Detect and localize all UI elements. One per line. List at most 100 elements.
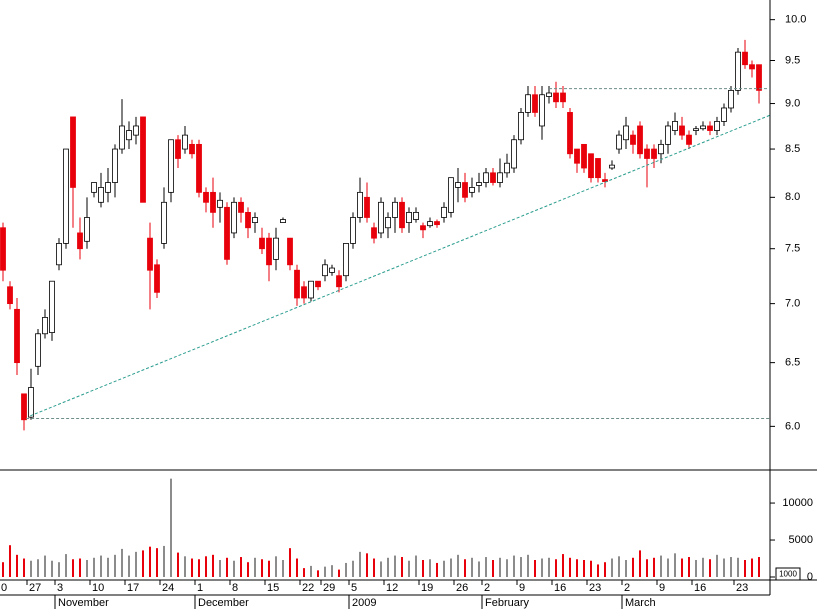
candle-body xyxy=(679,125,685,136)
volume-bar xyxy=(471,557,473,577)
candle-body xyxy=(490,172,496,183)
x-tick-label: 10 xyxy=(92,582,104,594)
candle-body xyxy=(392,201,398,218)
volume-bar xyxy=(478,561,480,577)
candle-body xyxy=(504,162,510,174)
volume-bar xyxy=(562,554,564,577)
volume-bar xyxy=(401,557,403,577)
candle-body xyxy=(42,317,48,335)
candle-body xyxy=(658,143,664,155)
volume-bar xyxy=(394,555,396,577)
volume-bar xyxy=(408,560,410,577)
volume-bar xyxy=(9,545,11,577)
candle-body xyxy=(560,92,566,103)
candle-body xyxy=(364,196,370,218)
candle-body xyxy=(308,280,314,299)
month-label: November xyxy=(58,597,109,609)
volume-bar xyxy=(352,560,354,577)
volume-bar xyxy=(212,554,214,577)
volume-bar xyxy=(492,559,494,577)
x-tick-label: 2 xyxy=(484,582,490,594)
y-tick-label: 9.0 xyxy=(785,97,800,109)
volume-bar xyxy=(730,557,732,577)
volume-bar xyxy=(58,562,60,577)
x-tick-label: 16 xyxy=(554,582,566,594)
volume-bar xyxy=(331,565,333,577)
volume-bar xyxy=(240,557,242,577)
candle-body xyxy=(441,206,447,218)
volume-bar xyxy=(373,558,375,577)
volume-bar xyxy=(506,559,508,577)
volume-bar xyxy=(576,559,578,577)
volume-bar xyxy=(499,557,501,577)
volume-scale-label: 1000 xyxy=(779,570,797,579)
volume-bar xyxy=(695,559,697,577)
volume-bar xyxy=(709,559,711,577)
volume-bar xyxy=(86,559,88,577)
candle-body xyxy=(273,237,279,260)
x-tick-label: 23 xyxy=(589,582,601,594)
candle-body xyxy=(413,211,419,220)
candle-body xyxy=(385,217,391,229)
volume-bar xyxy=(681,558,683,577)
x-tick-label: 9 xyxy=(519,582,525,594)
x-tick-label: 0 xyxy=(1,582,7,594)
volume-bar xyxy=(583,559,585,577)
y-tick-label: 7.0 xyxy=(785,298,800,310)
volume-bar xyxy=(639,550,641,577)
volume-bar xyxy=(317,570,319,577)
volume-bar xyxy=(261,559,263,577)
volume-bar xyxy=(226,557,228,577)
volume-bar xyxy=(450,558,452,577)
candle-body xyxy=(56,243,62,266)
volume-bar xyxy=(142,550,144,577)
volume-bar xyxy=(177,552,179,577)
candle-body xyxy=(98,187,104,203)
candle-body xyxy=(749,64,755,70)
candle-body xyxy=(315,280,321,288)
candle-body xyxy=(147,237,153,271)
candle-body xyxy=(119,125,125,150)
volume-bar xyxy=(107,557,109,577)
y2-tick-label: 0 xyxy=(807,571,813,583)
candle-body xyxy=(63,148,69,244)
candle-body xyxy=(70,116,76,188)
volume-bar xyxy=(415,555,417,577)
candle-body xyxy=(623,125,629,141)
x-tick-label: 15 xyxy=(267,582,279,594)
month-label: 2009 xyxy=(352,597,376,609)
volume-bar xyxy=(198,559,200,577)
trend-line xyxy=(30,114,770,417)
volume-bar xyxy=(303,568,305,577)
volume-bar xyxy=(513,555,515,577)
candle-body xyxy=(434,221,440,226)
candle-body xyxy=(602,179,608,182)
candle-body xyxy=(742,51,748,66)
volume-bar xyxy=(429,559,431,577)
candle-body xyxy=(497,172,503,183)
candle-body xyxy=(651,148,657,159)
volume-bar xyxy=(569,557,571,577)
volume-bar xyxy=(520,557,522,577)
x-tick-label: 16 xyxy=(694,582,706,594)
volume-bar xyxy=(716,554,718,577)
volume-bar xyxy=(51,560,53,577)
candle-body xyxy=(721,107,727,122)
volume-bar xyxy=(296,558,298,577)
volume-bar xyxy=(653,557,655,577)
x-tick-label: 12 xyxy=(386,582,398,594)
candle-body xyxy=(175,139,181,159)
y-tick-label: 6.5 xyxy=(785,357,800,369)
volume-bar xyxy=(30,560,32,577)
candle-body xyxy=(245,211,251,229)
y2-tick-label: 10000 xyxy=(782,497,813,509)
candle-body xyxy=(357,191,363,218)
candle-body xyxy=(427,221,433,227)
candle-body xyxy=(525,94,531,113)
candle-body xyxy=(707,125,713,131)
volume-bar xyxy=(37,559,39,577)
candle-body xyxy=(91,182,97,193)
candle-body xyxy=(189,143,195,155)
candle-body xyxy=(476,182,482,186)
volume-bar xyxy=(79,558,81,577)
